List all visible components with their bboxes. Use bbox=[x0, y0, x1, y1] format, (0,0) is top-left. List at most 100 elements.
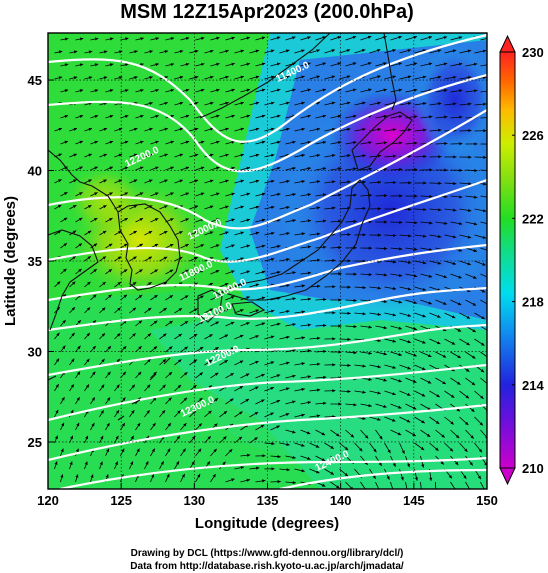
wind-arrow-head bbox=[332, 206, 336, 210]
wind-arrow-head bbox=[383, 194, 388, 198]
wind-arrow-head bbox=[145, 461, 149, 465]
wind-arrow-head bbox=[473, 222, 478, 226]
wind-arrow-head bbox=[58, 50, 63, 54]
wind-arrow-head bbox=[353, 141, 357, 145]
x-tick-label: 140 bbox=[330, 493, 352, 508]
wind-arrow-head bbox=[469, 462, 473, 466]
wind-arrow-head bbox=[270, 153, 275, 157]
wind-arrow-head bbox=[347, 337, 351, 341]
wind-arrow-head bbox=[316, 362, 321, 366]
wind-arrow-head bbox=[383, 378, 387, 382]
wind-arrow-head bbox=[209, 205, 214, 209]
wind-arrow-head bbox=[163, 231, 168, 235]
wind-arrow-head bbox=[207, 436, 211, 440]
wind-arrow-head bbox=[452, 235, 457, 239]
wind-arrow-head bbox=[200, 192, 205, 196]
wind-arrow-head bbox=[77, 371, 81, 375]
wind-arrow-head bbox=[362, 285, 366, 290]
wind-arrow-head bbox=[270, 75, 275, 79]
coastline-kyushu bbox=[197, 289, 223, 323]
wind-arrow-head bbox=[154, 269, 158, 273]
wind-arrow-head bbox=[307, 323, 312, 327]
wind-arrow-head bbox=[407, 287, 412, 291]
wind-arrow-head bbox=[377, 101, 381, 105]
wind-arrow-head bbox=[184, 372, 188, 376]
wind-arrow-head bbox=[292, 323, 296, 327]
wind-arrow-head bbox=[407, 340, 411, 344]
wind-arrow-head bbox=[88, 179, 92, 183]
wind-arrow-head bbox=[483, 182, 487, 186]
wind-arrow-head bbox=[487, 303, 490, 306]
wind-arrow-head bbox=[442, 354, 447, 358]
wind-arrow-head bbox=[117, 256, 122, 260]
wind-arrow-head bbox=[270, 257, 275, 261]
wind-arrow-head bbox=[270, 335, 275, 339]
chart-title: MSM 12Z15Apr2023 (200.0hPa) bbox=[120, 1, 413, 23]
wind-arrow-head bbox=[316, 414, 321, 418]
wind-arrow-head bbox=[362, 364, 366, 368]
wind-arrow-head bbox=[240, 231, 244, 235]
wind-arrow-head bbox=[353, 167, 357, 171]
wind-arrow-head bbox=[260, 424, 265, 428]
wind-arrow-head bbox=[472, 302, 477, 306]
wind-arrow-head bbox=[427, 407, 431, 411]
wind-arrow-head bbox=[429, 115, 433, 119]
wind-arrow-head bbox=[336, 485, 340, 489]
wind-arrow-shaft bbox=[360, 481, 366, 489]
wind-arrow-head bbox=[489, 63, 492, 66]
wind-arrow-head bbox=[124, 166, 129, 170]
wind-arrow-head bbox=[115, 410, 119, 414]
wind-arrow-head bbox=[347, 232, 351, 237]
wind-arrow-head bbox=[277, 192, 281, 196]
wind-arrow-head bbox=[155, 88, 159, 93]
wind-arrow-head bbox=[167, 423, 171, 427]
wind-arrow-head bbox=[255, 153, 260, 157]
wind-arrow-head bbox=[408, 181, 412, 185]
wind-arrow-head bbox=[347, 311, 351, 315]
wind-arrow-head bbox=[474, 195, 478, 199]
wind-arrow-head bbox=[231, 192, 235, 196]
wind-arrow-head bbox=[368, 193, 372, 197]
wind-arrow-head bbox=[178, 333, 182, 337]
wind-arrow-head bbox=[136, 448, 140, 453]
wind-arrow-head bbox=[316, 470, 320, 474]
wind-arrow-head bbox=[255, 360, 259, 364]
wind-arrow-head bbox=[338, 272, 342, 276]
wind-arrow-head bbox=[240, 127, 244, 131]
wind-arrow-head bbox=[200, 166, 205, 170]
wind-arrow-head bbox=[261, 114, 266, 118]
wind-arrow-head bbox=[155, 140, 159, 144]
wind-arrow-head bbox=[277, 114, 281, 118]
wind-arrow-head bbox=[482, 49, 487, 53]
wind-arrow-head bbox=[209, 179, 214, 183]
wind-arrow-head bbox=[116, 384, 120, 388]
wind-arrow-head bbox=[459, 142, 463, 146]
wind-arrow-head bbox=[292, 374, 296, 378]
wind-arrow-head bbox=[130, 461, 134, 465]
wind-arrow-head bbox=[125, 63, 129, 67]
wind-arrow-head bbox=[353, 219, 357, 224]
wind-arrow-head bbox=[94, 37, 99, 41]
wind-arrow-head bbox=[179, 75, 184, 79]
wind-arrow-head bbox=[427, 354, 432, 357]
wind-arrow-head bbox=[209, 308, 213, 312]
wind-arrow-head bbox=[392, 49, 396, 53]
wind-arrow-head bbox=[166, 473, 170, 478]
wind-arrow-head bbox=[138, 320, 142, 324]
wind-arrow-head bbox=[331, 75, 336, 79]
x-tick-label: 135 bbox=[257, 493, 279, 508]
wind-arrow-head bbox=[103, 76, 108, 80]
wind-arrow-head bbox=[292, 88, 296, 92]
wind-arrow-head bbox=[368, 141, 372, 145]
wind-arrow-head bbox=[392, 128, 397, 132]
wind-arrow-head bbox=[216, 114, 220, 118]
wind-arrow-head bbox=[286, 127, 290, 131]
wind-arrow-head bbox=[108, 294, 112, 298]
wind-arrow-head bbox=[255, 283, 260, 287]
wind-arrow-head bbox=[116, 358, 120, 363]
wind-arrow-head bbox=[423, 181, 427, 185]
wind-arrow-head bbox=[169, 269, 174, 273]
wind-arrow-head bbox=[337, 114, 342, 118]
wind-arrow-head bbox=[164, 101, 168, 105]
wind-arrow-head bbox=[164, 127, 168, 131]
